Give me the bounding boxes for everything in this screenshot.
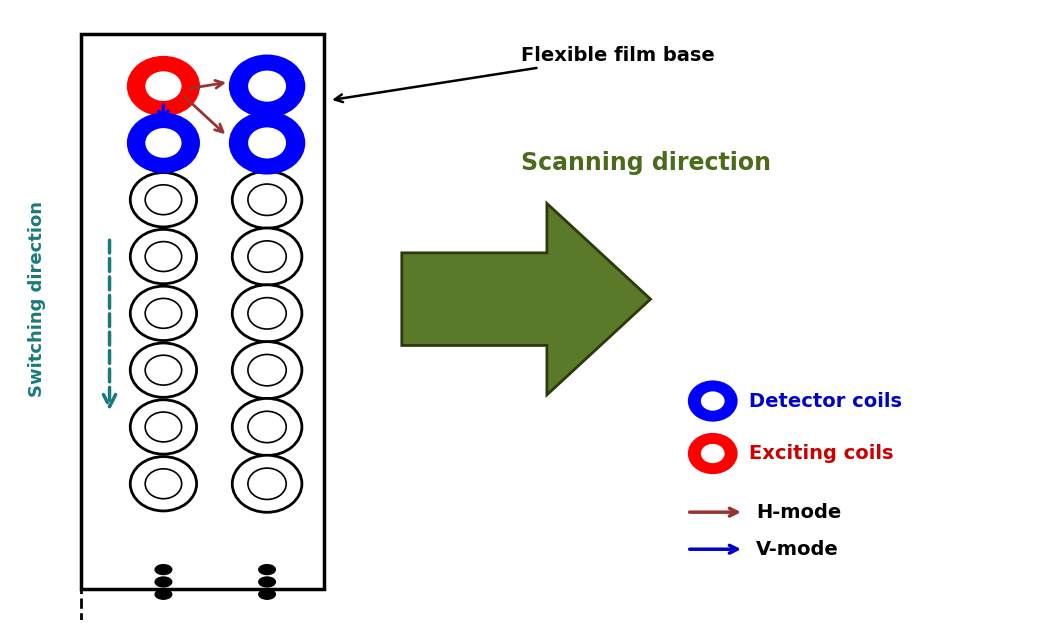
Ellipse shape [230,113,303,173]
Ellipse shape [145,71,181,101]
Ellipse shape [701,444,724,463]
Ellipse shape [248,184,287,216]
Circle shape [258,589,275,599]
Circle shape [155,577,172,587]
Ellipse shape [248,298,287,329]
Circle shape [258,564,275,574]
Ellipse shape [232,228,302,285]
Ellipse shape [248,411,287,443]
Text: Flexible film base: Flexible film base [334,45,715,102]
Polygon shape [402,204,650,395]
Ellipse shape [145,412,181,442]
Ellipse shape [145,128,181,158]
Ellipse shape [145,185,181,215]
Ellipse shape [248,241,287,272]
Ellipse shape [128,115,198,171]
Ellipse shape [232,171,302,228]
Ellipse shape [248,468,287,500]
Ellipse shape [701,391,724,411]
Text: H-mode: H-mode [756,503,842,521]
Ellipse shape [130,457,197,511]
Ellipse shape [130,343,197,397]
Text: Switching direction: Switching direction [28,201,46,397]
Ellipse shape [230,56,303,116]
Ellipse shape [130,173,197,227]
Ellipse shape [232,285,302,342]
Circle shape [155,564,172,574]
Ellipse shape [232,341,302,399]
Ellipse shape [690,383,736,419]
FancyBboxPatch shape [80,34,324,589]
Ellipse shape [145,355,181,385]
Ellipse shape [128,57,198,115]
Text: V-mode: V-mode [756,540,839,559]
Ellipse shape [248,127,287,158]
Ellipse shape [248,354,287,386]
Ellipse shape [690,435,736,472]
Text: Exciting coils: Exciting coils [749,444,894,463]
Ellipse shape [232,455,302,512]
Ellipse shape [130,400,197,454]
Ellipse shape [145,242,181,272]
Ellipse shape [145,469,181,498]
Ellipse shape [232,399,302,455]
Ellipse shape [130,229,197,283]
Circle shape [258,577,275,587]
Ellipse shape [130,286,197,341]
Text: Detector coils: Detector coils [749,391,902,411]
Text: Scanning direction: Scanning direction [521,151,771,175]
Circle shape [155,589,172,599]
Ellipse shape [248,70,287,102]
Ellipse shape [145,298,181,328]
